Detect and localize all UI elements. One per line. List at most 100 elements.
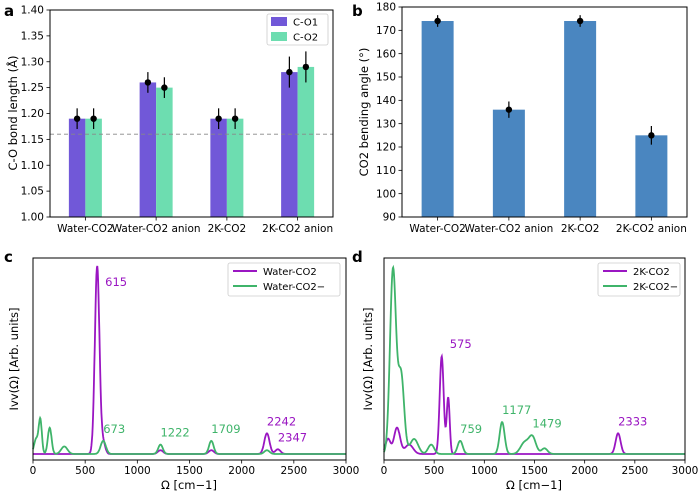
y-tick-label: 1.30 <box>21 56 44 68</box>
series-line-2k-co2-anion <box>383 264 685 455</box>
bar-water-co2-c-o2 <box>85 118 102 217</box>
peak-label-2347: 2347 <box>278 430 307 444</box>
y-tick-label: 1.05 <box>21 186 44 198</box>
y-axis-label: Ivv(Ω) [Arb. units] <box>361 308 375 411</box>
x-tick-label: 0 <box>30 465 37 477</box>
y-tick-label: 140 <box>376 95 396 107</box>
y-tick-label: 170 <box>376 25 396 37</box>
bar-water-co2-co2-bending-angle <box>421 21 454 217</box>
x-tick-label: 1000 <box>471 465 498 477</box>
bar-water-co2-c-o1 <box>68 118 86 217</box>
y-tick-label: 180 <box>376 2 396 14</box>
bar-water-co2-anion-c-o2 <box>156 87 173 217</box>
legend: Water-CO2 Water-CO2− <box>227 262 341 297</box>
legend-label-2k-co2: 2K-CO2 <box>633 267 670 278</box>
axes-frame <box>401 6 688 218</box>
legend-label-c-o1: C-O1 <box>293 18 318 29</box>
series-line-water-co2-anion <box>32 415 346 455</box>
peak-label-1709: 1709 <box>211 422 240 436</box>
y-tick-label: 1.15 <box>21 134 44 146</box>
mean-marker <box>73 115 81 122</box>
peak-label-1479: 1479 <box>532 416 561 430</box>
legend-label-2k-co2-anion: 2K-CO2− <box>633 282 678 293</box>
bar-2k-co2-c-o1 <box>210 118 227 217</box>
bar-2k-co2-anion-c-o1 <box>281 72 298 217</box>
y-tick-label: 160 <box>376 48 396 60</box>
y-axis-label: Ivv(Ω) [Arb. units] <box>7 308 21 411</box>
panel-c-spectrum-chart: 615 673 1222 1709 2242 2347 0 500 1000 1500 2000 2… <box>7 257 360 492</box>
y-tick-label: 90 <box>383 212 396 224</box>
mean-marker <box>434 17 441 25</box>
x-tick-label: Water-CO2 anion <box>112 223 201 235</box>
mean-marker <box>231 115 239 122</box>
legend-label-water-co2: Water-CO2 <box>263 267 317 278</box>
x-tick-label: 500 <box>424 465 444 477</box>
peak-label-759: 759 <box>460 422 482 436</box>
x-tick-label: 500 <box>75 465 95 477</box>
bar-water-co2-anion-c-o1 <box>139 82 157 217</box>
x-tick-label: 1000 <box>124 465 151 477</box>
x-tick-label: Water-CO2 <box>409 223 465 235</box>
legend: 2K-CO2 2K-CO2− <box>597 262 681 297</box>
y-tick-label: 1.00 <box>21 212 44 224</box>
legend-swatch-c-o1 <box>271 17 287 26</box>
y-tick-label: 1.35 <box>21 30 44 42</box>
peak-label-1222: 1222 <box>160 426 189 440</box>
mean-marker <box>302 63 310 71</box>
mean-marker <box>576 17 584 25</box>
bar-2k-co2-anion-c-o2 <box>297 66 315 217</box>
y-tick-label: 1.25 <box>21 82 44 94</box>
x-tick-label: 2K-CO2 anion <box>616 223 687 235</box>
legend-swatch-c-o2 <box>271 32 287 41</box>
y-tick-label: 1.20 <box>21 108 44 120</box>
peak-label-575: 575 <box>450 337 472 351</box>
x-tick-label: 3000 <box>672 465 699 477</box>
peak-label-2242: 2242 <box>267 414 296 428</box>
y-tick-label: 130 <box>376 118 396 130</box>
panel-a-bond-length-chart: 1.00 1.05 1.10 1.15 1.20 1.25 1.30 1.35 1.40 Wat… <box>5 5 334 235</box>
mean-marker <box>144 79 152 86</box>
legend-label-c-o2: C-O2 <box>293 33 318 44</box>
x-tick-label: 1500 <box>521 465 548 477</box>
peak-label-2333: 2333 <box>618 414 647 428</box>
y-tick-label: 100 <box>376 188 396 200</box>
x-tick-label: 2500 <box>280 465 307 477</box>
y-axis-label: C-O bond length (Å) <box>5 56 20 171</box>
peak-label-615: 615 <box>105 275 127 289</box>
x-tick-label: 2000 <box>571 465 598 477</box>
peak-label-673: 673 <box>103 422 125 436</box>
peak-label-1177: 1177 <box>502 403 531 417</box>
y-tick-label: 1.10 <box>21 160 44 172</box>
x-tick-label: Water-CO2 anion <box>464 223 553 235</box>
x-tick-label: 2500 <box>621 465 648 477</box>
panel-label-c: c <box>4 248 13 266</box>
bar-water-co2-anion-co2-bending-angle <box>492 109 525 217</box>
x-axis-label: Ω [cm−1] <box>506 478 562 492</box>
x-tick-label: 2K-CO2 <box>561 223 600 235</box>
y-tick-label: 1.40 <box>21 5 44 17</box>
x-tick-label: 1500 <box>176 465 203 477</box>
panel-label-b: b <box>352 2 363 20</box>
panel-label-d: d <box>352 248 363 266</box>
x-tick-label: 2K-CO2 <box>208 223 247 235</box>
panel-label-a: a <box>4 2 14 20</box>
legend: C-O1 C-O2 <box>266 13 329 46</box>
x-tick-label: 3000 <box>333 465 360 477</box>
x-tick-label: 0 <box>381 465 388 477</box>
x-tick-label: Water-CO2 <box>57 223 113 235</box>
bar-2k-co2-c-o2 <box>226 118 244 217</box>
legend-label-water-co2-anion: Water-CO2− <box>263 282 325 293</box>
panel-b-bending-angle-chart: 90 100 110 120 130 140 150 160 170 180 Water-CO2W… <box>357 2 688 235</box>
bar-2k-co2-anion-co2-bending-angle <box>635 135 668 217</box>
y-tick-label: 150 <box>376 72 396 84</box>
x-tick-label: 2000 <box>228 465 255 477</box>
y-tick-label: 120 <box>376 142 396 154</box>
x-tick-label: 2K-CO2 anion <box>262 223 333 235</box>
mean-marker <box>90 115 97 122</box>
y-tick-label: 110 <box>376 165 396 177</box>
mean-marker <box>286 68 293 76</box>
mean-marker <box>505 106 513 113</box>
mean-marker <box>648 132 655 139</box>
